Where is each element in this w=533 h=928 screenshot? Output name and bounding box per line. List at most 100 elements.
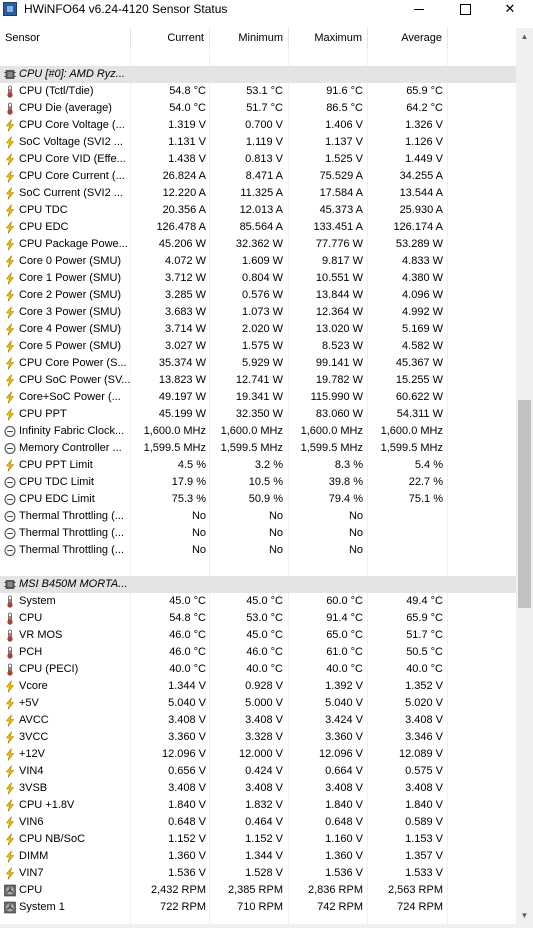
- minimize-button[interactable]: [396, 0, 442, 18]
- sensor-row[interactable]: CPU +1.8V 1.840 V 1.832 V 1.840 V 1.840 V: [0, 797, 516, 814]
- sensor-label: 3VCC: [19, 731, 49, 743]
- spacer-row: [0, 559, 516, 576]
- minimum-value: 45.0 °C: [246, 629, 283, 641]
- group-label: MSI B450M MORTA...: [19, 578, 128, 590]
- sensor-row[interactable]: +12V 12.096 V 12.000 V 12.096 V 12.089 V: [0, 746, 516, 763]
- minimize-icon: [414, 9, 424, 11]
- sensor-row[interactable]: VIN4 0.656 V 0.424 V 0.664 V 0.575 V: [0, 763, 516, 780]
- column-header-maximum[interactable]: Maximum: [289, 28, 368, 48]
- sensor-row[interactable]: +5V 5.040 V 5.000 V 5.040 V 5.020 V: [0, 695, 516, 712]
- sensor-label: CPU: [19, 612, 43, 624]
- current-value: 3.027 W: [165, 340, 206, 352]
- sensor-row[interactable]: Core 1 Power (SMU) 3.712 W 0.804 W 10.551 W…: [0, 270, 516, 287]
- maximum-value: No: [348, 544, 363, 556]
- sensor-row[interactable]: 3VSB 3.408 V 3.408 V 3.408 V 3.408 V: [0, 780, 516, 797]
- sensor-row[interactable]: Memory Controller ... 1,599.5 MHz 1,599.5 …: [0, 440, 516, 457]
- maximum-value: 60.0 °C: [326, 595, 363, 607]
- vertical-scrollbar[interactable]: ▲ ▼: [516, 28, 533, 924]
- sensor-list[interactable]: CPU [#0]: AMD Ryz... CPU (Tctl/Tdie) 54.8 …: [0, 49, 516, 924]
- sensor-row[interactable]: Core 2 Power (SMU) 3.285 W 0.576 W 13.844 W…: [0, 287, 516, 304]
- sensor-row[interactable]: CPU Die (average) 54.0 °C 51.7 °C 86.5 °C 64…: [0, 100, 516, 117]
- sensor-label: CPU Package Powe...: [19, 238, 128, 250]
- minimum-value: 12.741 W: [235, 374, 283, 386]
- sensor-row[interactable]: VIN7 1.536 V 1.528 V 1.536 V 1.533 V: [0, 865, 516, 882]
- scroll-up-arrow-icon[interactable]: ▲: [520, 32, 529, 41]
- sensor-label: CPU +1.8V: [19, 799, 75, 811]
- sensor-row[interactable]: CPU Core Power (S... 35.374 W 5.929 W 99.14…: [0, 355, 516, 372]
- sensor-row[interactable]: Thermal Throttling (... No No No: [0, 525, 516, 542]
- bolt-icon: [4, 731, 16, 744]
- sensor-row[interactable]: CPU SoC Power (SV... 13.823 W 12.741 W 19.7…: [0, 372, 516, 389]
- maximize-button[interactable]: [442, 0, 488, 18]
- sensor-row[interactable]: CPU 54.8 °C 53.0 °C 91.4 °C 65.9 °C: [0, 610, 516, 627]
- sensor-group-row[interactable]: CPU [#0]: AMD Ryz...: [0, 66, 516, 83]
- minimum-value: 1.609 W: [242, 255, 283, 267]
- minimum-value: 2.020 W: [242, 323, 283, 335]
- column-header-minimum[interactable]: Minimum: [210, 28, 289, 48]
- column-header-average[interactable]: Average: [368, 28, 448, 48]
- sensor-row[interactable]: CPU EDC 126.478 A 85.564 A 133.451 A 126.174…: [0, 219, 516, 236]
- sensor-row[interactable]: CPU Core VID (Effe... 1.438 V 0.813 V 1.525…: [0, 151, 516, 168]
- minimum-value: 1.073 W: [242, 306, 283, 318]
- sensor-row[interactable]: Core 3 Power (SMU) 3.683 W 1.073 W 12.364 W…: [0, 304, 516, 321]
- sensor-row[interactable]: CPU EDC Limit 75.3 % 50.9 % 79.4 % 75.1 %: [0, 491, 516, 508]
- sensor-row[interactable]: VR MOS 46.0 °C 45.0 °C 65.0 °C 51.7 °C: [0, 627, 516, 644]
- maximum-value: 1.840 V: [325, 799, 363, 811]
- sensor-row[interactable]: CPU Package Powe... 45.206 W 32.362 W 77.77…: [0, 236, 516, 253]
- sensor-row[interactable]: CPU (PECI) 40.0 °C 40.0 °C 40.0 °C 40.0 °C: [0, 661, 516, 678]
- current-value: 3.712 W: [165, 272, 206, 284]
- current-value: 3.683 W: [165, 306, 206, 318]
- sensor-row[interactable]: Thermal Throttling (... No No No: [0, 542, 516, 559]
- sensor-row[interactable]: Infinity Fabric Clock... 1,600.0 MHz 1,600…: [0, 423, 516, 440]
- scroll-down-arrow-icon[interactable]: ▼: [520, 911, 529, 920]
- sensor-row[interactable]: CPU NB/SoC 1.152 V 1.152 V 1.160 V 1.153 V: [0, 831, 516, 848]
- sensor-row[interactable]: AVCC 3.408 V 3.408 V 3.424 V 3.408 V: [0, 712, 516, 729]
- minimum-value: 0.804 W: [242, 272, 283, 284]
- scrollbar-thumb[interactable]: [518, 400, 531, 608]
- sensor-row[interactable]: Core 4 Power (SMU) 3.714 W 2.020 W 13.020 W…: [0, 321, 516, 338]
- sensor-row[interactable]: Thermal Throttling (... No No No: [0, 508, 516, 525]
- minimum-value: 46.0 °C: [246, 646, 283, 658]
- clock-icon: [4, 442, 16, 455]
- sensor-row[interactable]: CPU PPT Limit 4.5 % 3.2 % 8.3 % 5.4 %: [0, 457, 516, 474]
- current-value: 35.374 W: [158, 357, 206, 369]
- minimum-value: 5.000 V: [245, 697, 283, 709]
- current-value: 2,432 RPM: [150, 884, 206, 896]
- column-header-sensor[interactable]: Sensor: [0, 28, 131, 48]
- close-button[interactable]: ✕: [487, 0, 533, 18]
- sensor-row[interactable]: CPU Core Current (... 26.824 A 8.471 A 75.5…: [0, 168, 516, 185]
- sensor-row[interactable]: CPU TDC 20.356 A 12.013 A 45.373 A 25.930 A: [0, 202, 516, 219]
- maximum-value: 0.648 V: [325, 816, 363, 828]
- minimum-value: 1.344 V: [245, 850, 283, 862]
- sensor-row[interactable]: CPU 2,432 RPM 2,385 RPM 2,836 RPM 2,563 RPM: [0, 882, 516, 899]
- sensor-row[interactable]: SoC Voltage (SVI2 ... 1.131 V 1.119 V 1.137…: [0, 134, 516, 151]
- sensor-row[interactable]: System 45.0 °C 45.0 °C 60.0 °C 49.4 °C: [0, 593, 516, 610]
- sensor-group-row[interactable]: MSI B450M MORTA...: [0, 576, 516, 593]
- sensor-row[interactable]: CPU PPT 45.199 W 32.350 W 83.060 W 54.311 W: [0, 406, 516, 423]
- sensor-row[interactable]: Core 0 Power (SMU) 4.072 W 1.609 W 9.817 W 4…: [0, 253, 516, 270]
- sensor-label: VIN4: [19, 765, 44, 777]
- current-value: 13.823 W: [158, 374, 206, 386]
- sensor-row[interactable]: DIMM 1.360 V 1.344 V 1.360 V 1.357 V: [0, 848, 516, 865]
- bolt-icon: [4, 816, 16, 829]
- average-value: [363, 508, 443, 525]
- sensor-row[interactable]: CPU (Tctl/Tdie) 54.8 °C 53.1 °C 91.6 °C 65.9…: [0, 83, 516, 100]
- current-value: 49.197 W: [158, 391, 206, 403]
- sensor-row[interactable]: CPU Core Voltage (... 1.319 V 0.700 V 1.406…: [0, 117, 516, 134]
- sensor-row[interactable]: Core+SoC Power (... 49.197 W 19.341 W 115.9…: [0, 389, 516, 406]
- sensor-row[interactable]: Vcore 1.344 V 0.928 V 1.392 V 1.352 V: [0, 678, 516, 695]
- sensor-row[interactable]: Core 5 Power (SMU) 3.027 W 1.575 W 8.523 W 4…: [0, 338, 516, 355]
- current-value: 46.0 °C: [169, 629, 206, 641]
- sensor-row[interactable]: PCH 46.0 °C 46.0 °C 61.0 °C 50.5 °C: [0, 644, 516, 661]
- sensor-row[interactable]: SoC Current (SVI2 ... 12.220 A 11.325 A 17.…: [0, 185, 516, 202]
- current-value: 1,599.5 MHz: [143, 442, 206, 454]
- column-header-current[interactable]: Current: [131, 28, 210, 48]
- sensor-row[interactable]: System 1 722 RPM 710 RPM 742 RPM 724 RPM: [0, 899, 516, 916]
- sensor-row[interactable]: CPU TDC Limit 17.9 % 10.5 % 39.8 % 22.7 %: [0, 474, 516, 491]
- minimum-value: 53.1 °C: [246, 85, 283, 97]
- sensor-row[interactable]: VIN6 0.648 V 0.464 V 0.648 V 0.589 V: [0, 814, 516, 831]
- current-value: 17.9 %: [171, 476, 206, 488]
- sensor-row[interactable]: 3VCC 3.360 V 3.328 V 3.360 V 3.346 V: [0, 729, 516, 746]
- current-value: 3.408 V: [168, 714, 206, 726]
- current-value: No: [191, 510, 206, 522]
